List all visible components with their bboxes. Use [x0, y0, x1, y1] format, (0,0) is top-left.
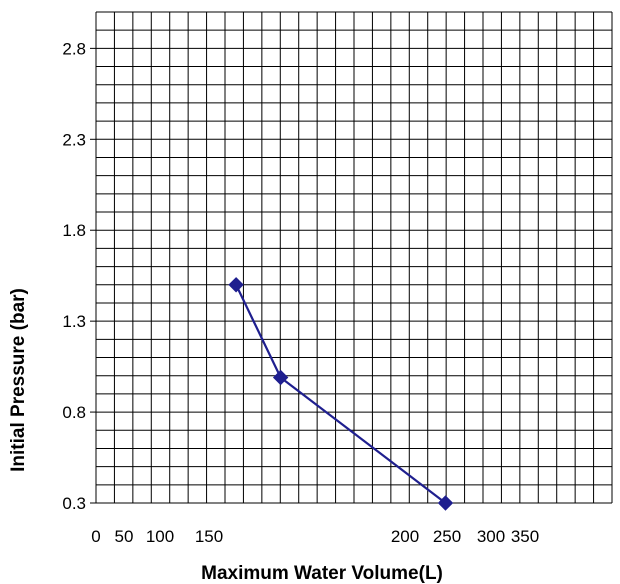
- x-tick-label: 350: [511, 527, 539, 546]
- x-tick-label: 50: [115, 527, 134, 546]
- x-axis-ticks: 0 50 100 150 200 250 300 350: [91, 527, 539, 546]
- series-layer: [228, 277, 454, 511]
- x-tick-label: 250: [433, 527, 461, 546]
- data-point-diamond: [228, 277, 244, 293]
- y-axis-ticks: 0.3 0.8 1.3 1.8 2.3 2.8: [62, 39, 86, 513]
- data-point-diamond: [437, 495, 454, 511]
- x-tick-label: 0: [91, 527, 100, 546]
- y-axis-title: Initial Pressure (bar): [8, 288, 29, 472]
- plot-grid: [90, 11, 613, 504]
- y-tick-label: 0.3: [62, 494, 86, 513]
- y-tick-label: 2.3: [62, 130, 86, 149]
- x-tick-label: 100: [146, 527, 174, 546]
- y-tick-label: 0.8: [62, 403, 86, 422]
- x-tick-label: 300: [477, 527, 505, 546]
- x-axis-title: Maximum Water Volume(L): [201, 563, 443, 584]
- x-tick-label: 200: [391, 527, 419, 546]
- y-tick-label: 1.8: [62, 221, 86, 240]
- y-tick-label: 1.3: [62, 312, 86, 331]
- y-tick-label: 2.8: [62, 39, 86, 58]
- data-point-diamond: [272, 369, 289, 386]
- x-tick-label: 150: [195, 527, 223, 546]
